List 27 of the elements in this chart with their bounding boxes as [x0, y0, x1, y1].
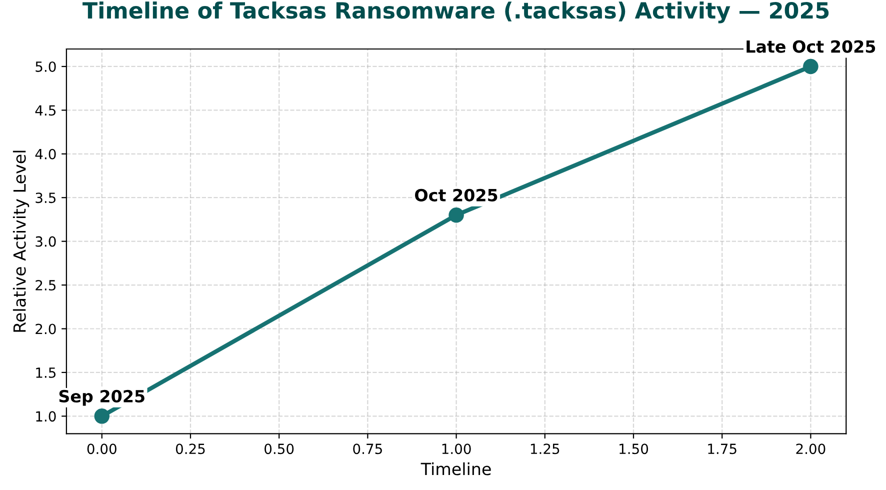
y-tick-label: 1.0: [36, 411, 56, 422]
x-axis-title: Timeline: [420, 462, 491, 476]
annotation: Oct 2025: [415, 188, 498, 202]
y-tick-label: 3.5: [36, 192, 56, 204]
y-tick-label: 2.0: [36, 324, 56, 334]
x-tick-label: 2.00: [796, 444, 826, 454]
y-tick-label: 1.5: [36, 368, 56, 378]
annotation: Sep 2025: [59, 390, 144, 406]
x-tick-label: 1.75: [708, 444, 736, 454]
x-tick-label: 0.00: [87, 444, 116, 454]
x-tick-label: 1.25: [530, 444, 560, 454]
x-tick-label: 0.25: [176, 444, 205, 454]
y-tick-label: 3.0: [36, 236, 56, 247]
point: [94, 408, 110, 424]
chart-title: Timeline of Tacksas Ransomware (.tacksas) Activity — 2025: [82, 2, 829, 24]
annotation: Late Oct 2025: [746, 40, 876, 53]
y-tick-label: 4.5: [35, 105, 56, 116]
y-axis-title: Relative Activity Level: [12, 150, 30, 332]
y-tick-label: 2.5: [36, 280, 56, 291]
x-tick-label: 0.75: [353, 444, 382, 454]
y-tick-label: 4.0: [35, 148, 56, 160]
y-tick-label: 5.0: [36, 61, 56, 72]
x-tick-label: 0.50: [264, 444, 294, 454]
point: [448, 207, 464, 223]
x-tick-label: 1.50: [620, 444, 648, 454]
point: [803, 58, 818, 74]
x-tick-label: 1.00: [442, 444, 471, 454]
